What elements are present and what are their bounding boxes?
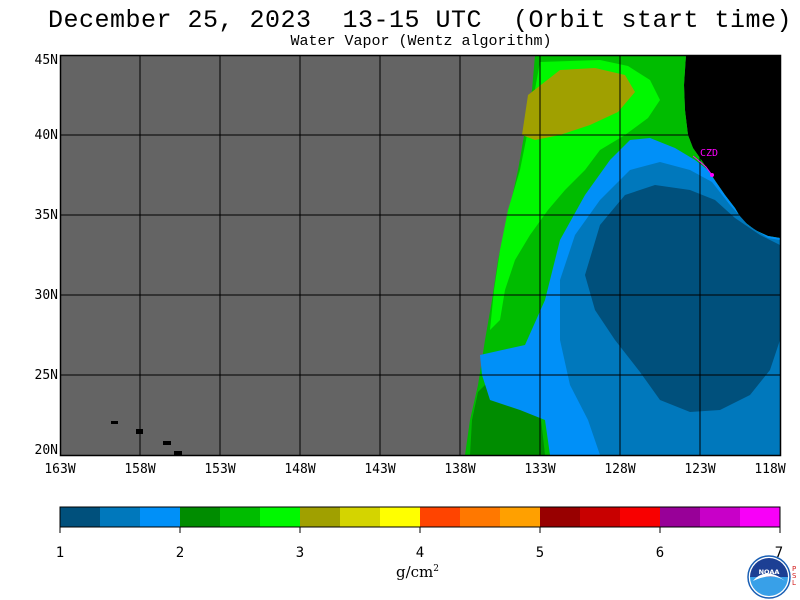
- colorbar-swatch: [180, 507, 221, 527]
- colorbar-tick-3: 3: [295, 545, 305, 561]
- colorbar-unit-text: g/cm: [396, 563, 434, 581]
- lon-label-118w: 118W: [754, 462, 786, 477]
- colorbar-swatch: [220, 507, 261, 527]
- lon-label-158w: 158W: [124, 462, 156, 477]
- colorbar-tick-2: 2: [175, 545, 185, 561]
- colorbar-swatch: [420, 507, 461, 527]
- colorbar-swatch: [100, 507, 141, 527]
- lon-label-138w: 138W: [444, 462, 476, 477]
- colorbar-swatch: [620, 507, 661, 527]
- lon-label-123w: 123W: [684, 462, 716, 477]
- water-vapor-olive: [522, 68, 635, 140]
- colorbar-swatch: [300, 507, 341, 527]
- colorbar-swatch: [540, 507, 581, 527]
- colorbar-tick-7: 7: [774, 545, 784, 561]
- colorbar-swatch: [380, 507, 421, 527]
- land-mass: [684, 55, 780, 238]
- colorbar-tick-6: 6: [655, 545, 665, 561]
- colorbar-swatch: [260, 507, 301, 527]
- colorbar-swatch: [340, 507, 381, 527]
- map-frame: [59, 54, 782, 457]
- lon-label-133w: 133W: [524, 462, 556, 477]
- colorbar-swatch: [460, 507, 501, 527]
- colorbar-unit: g/cm2: [396, 563, 439, 581]
- colorbar-swatch: [140, 507, 181, 527]
- colorbar-tick-5: 5: [535, 545, 545, 561]
- station-label: CZD: [700, 148, 718, 159]
- noaa-logo[interactable]: NOAA: [747, 555, 791, 599]
- lon-label-143w: 143W: [364, 462, 396, 477]
- colorbar-swatch: [60, 507, 101, 527]
- colorbar-unit-exponent: 2: [433, 564, 440, 574]
- map-title: December 25, 2023 13-15 UTC (Orbit start…: [47, 6, 793, 35]
- colorbar-tick-marks: [59, 527, 781, 533]
- lat-label-20n: 20N: [34, 443, 58, 458]
- station-marker-dot: [710, 173, 714, 177]
- map-subtitle: Water Vapor (Wentz algorithm): [290, 33, 552, 50]
- noaa-logo-text: NOAA: [759, 568, 780, 576]
- colorbar-swatch: [580, 507, 621, 527]
- lon-label-128w: 128W: [604, 462, 636, 477]
- lat-label-40n: 40N: [34, 128, 58, 143]
- lat-lon-grid: [60, 55, 780, 455]
- colorbar-tick-1: 1: [55, 545, 65, 561]
- colorbar-swatch: [500, 507, 541, 527]
- colorbar: [60, 507, 781, 527]
- lat-label-35n: 35N: [34, 208, 58, 223]
- colorbar-swatch: [700, 507, 741, 527]
- lat-label-30n: 30N: [34, 288, 58, 303]
- lon-label-163w: 163W: [44, 462, 76, 477]
- water-vapor-dark-blue: [585, 185, 780, 412]
- lon-label-148w: 148W: [284, 462, 316, 477]
- lon-label-153w: 153W: [204, 462, 236, 477]
- colorbar-swatch: [660, 507, 701, 527]
- colorbar-swatch: [740, 507, 781, 527]
- lat-label-25n: 25N: [34, 368, 58, 383]
- colorbar-tick-4: 4: [415, 545, 425, 561]
- lat-label-45n: 45N: [34, 53, 58, 68]
- station-marker-line: [692, 155, 713, 176]
